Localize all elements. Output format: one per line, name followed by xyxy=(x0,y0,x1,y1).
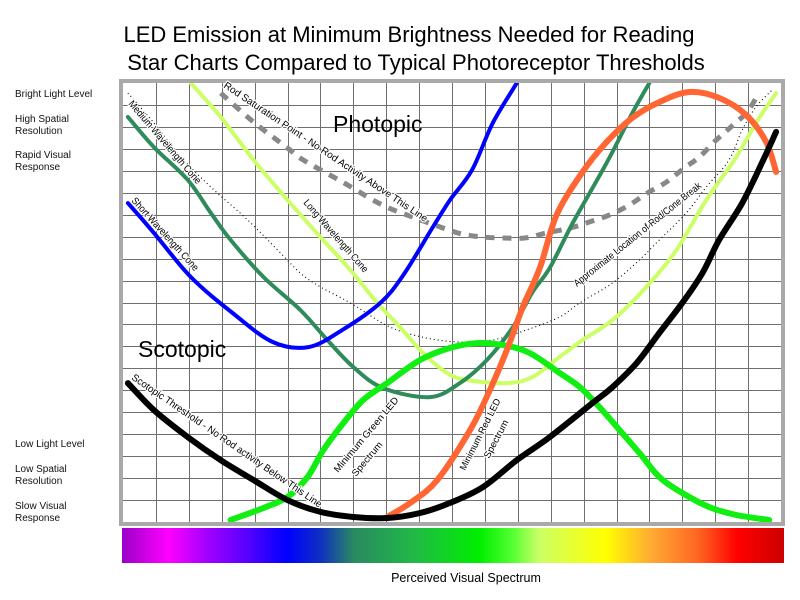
side-notes-bright: Bright Light Level High Spatial Resoluti… xyxy=(15,89,92,173)
side-note-slow-visual-response: Response xyxy=(15,513,60,524)
side-note-high-spatial-resolution: Resolution xyxy=(15,126,62,137)
side-note-low-light-level: Low Light Level xyxy=(15,439,85,450)
side-note-high-spatial: High Spatial xyxy=(15,114,69,125)
side-note-rapid-visual-response: Response xyxy=(15,162,60,173)
side-notes-low: Low Light Level Low Spatial Resolution S… xyxy=(15,439,85,524)
side-note-rapid-visual: Rapid Visual xyxy=(15,150,71,161)
spectrum-bar xyxy=(122,528,784,563)
region-label-scotopic: Scotopic xyxy=(138,336,226,362)
series-line-medium-wavelength-cone xyxy=(125,83,652,400)
x-axis-label: Perceived Visual Spectrum xyxy=(391,571,541,585)
series-line-minimum-red-led-spectrum xyxy=(384,88,780,520)
side-note-low-spatial-resolution: Resolution xyxy=(15,476,62,487)
side-note-bright-light-level: Bright Light Level xyxy=(15,89,92,100)
side-note-low-spatial: Low Spatial xyxy=(15,464,67,475)
chart-title-line-1: LED Emission at Minimum Brightness Neede… xyxy=(123,22,694,47)
region-label-photopic: Photopic xyxy=(333,111,423,137)
plot-frame xyxy=(119,79,785,526)
series-lines xyxy=(124,83,780,522)
series-line-minimum-green-led-spectrum xyxy=(227,339,773,522)
side-note-slow-visual: Slow Visual xyxy=(15,501,67,512)
series-line-long-wavelength-cone xyxy=(188,83,779,386)
chart-title-line-2: Star Charts Compared to Typical Photorec… xyxy=(127,50,705,75)
series-line-scotopic-threshold-no-rod-activity-below-this-line xyxy=(124,128,780,522)
series-line-short-wavelength-cone xyxy=(125,83,519,350)
